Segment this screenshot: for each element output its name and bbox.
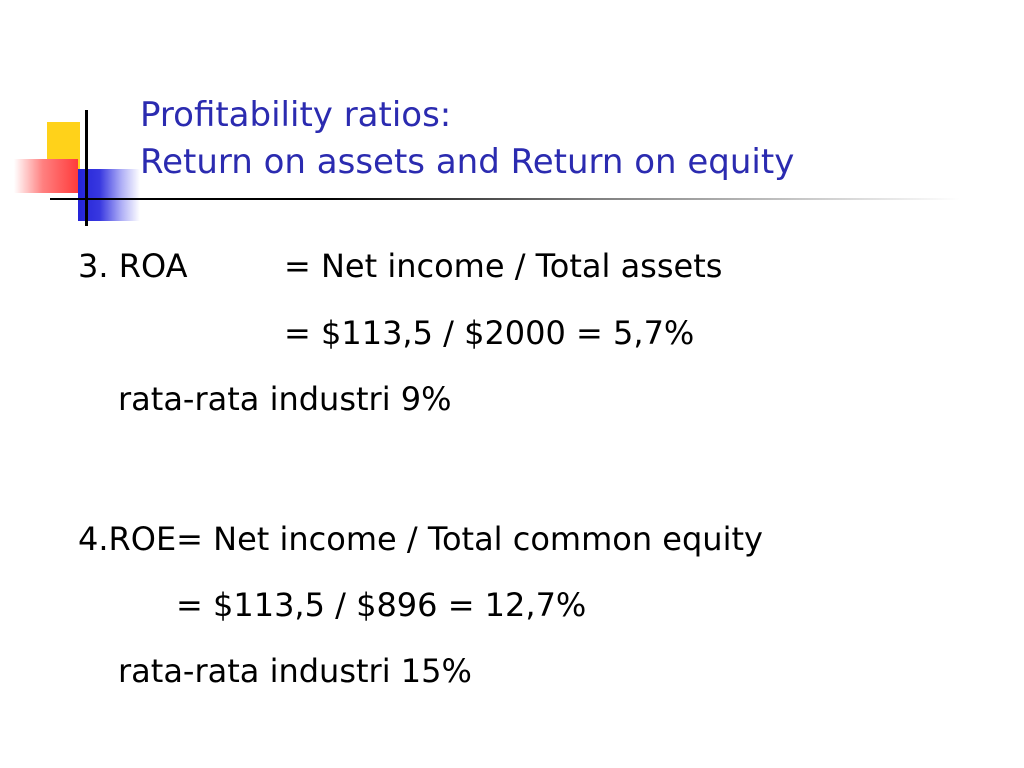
roe-industry-average: rata-rata industri 15%: [118, 652, 472, 690]
title-line-2: Return on assets and Return on equity: [140, 142, 795, 182]
decorative-logo-icon: [0, 0, 150, 230]
roe-formula: 4.ROE= Net income / Total common equity: [78, 520, 763, 558]
red-square: [14, 159, 78, 193]
blue-square: [78, 169, 140, 221]
title-line-1: Profitability ratios:: [140, 95, 452, 135]
roa-calculation: = $113,5 / $2000 = 5,7%: [284, 314, 695, 352]
roa-industry-average: rata-rata industri 9%: [118, 380, 452, 418]
slide-title: Profitability ratios: Return on assets a…: [140, 92, 1000, 186]
roe-calculation: = $113,5 / $896 = 12,7%: [176, 586, 587, 624]
roa-formula: = Net income / Total assets: [284, 247, 723, 285]
roa-label: 3. ROA: [78, 247, 188, 285]
title-divider: [50, 198, 960, 200]
vertical-rule: [85, 110, 88, 226]
